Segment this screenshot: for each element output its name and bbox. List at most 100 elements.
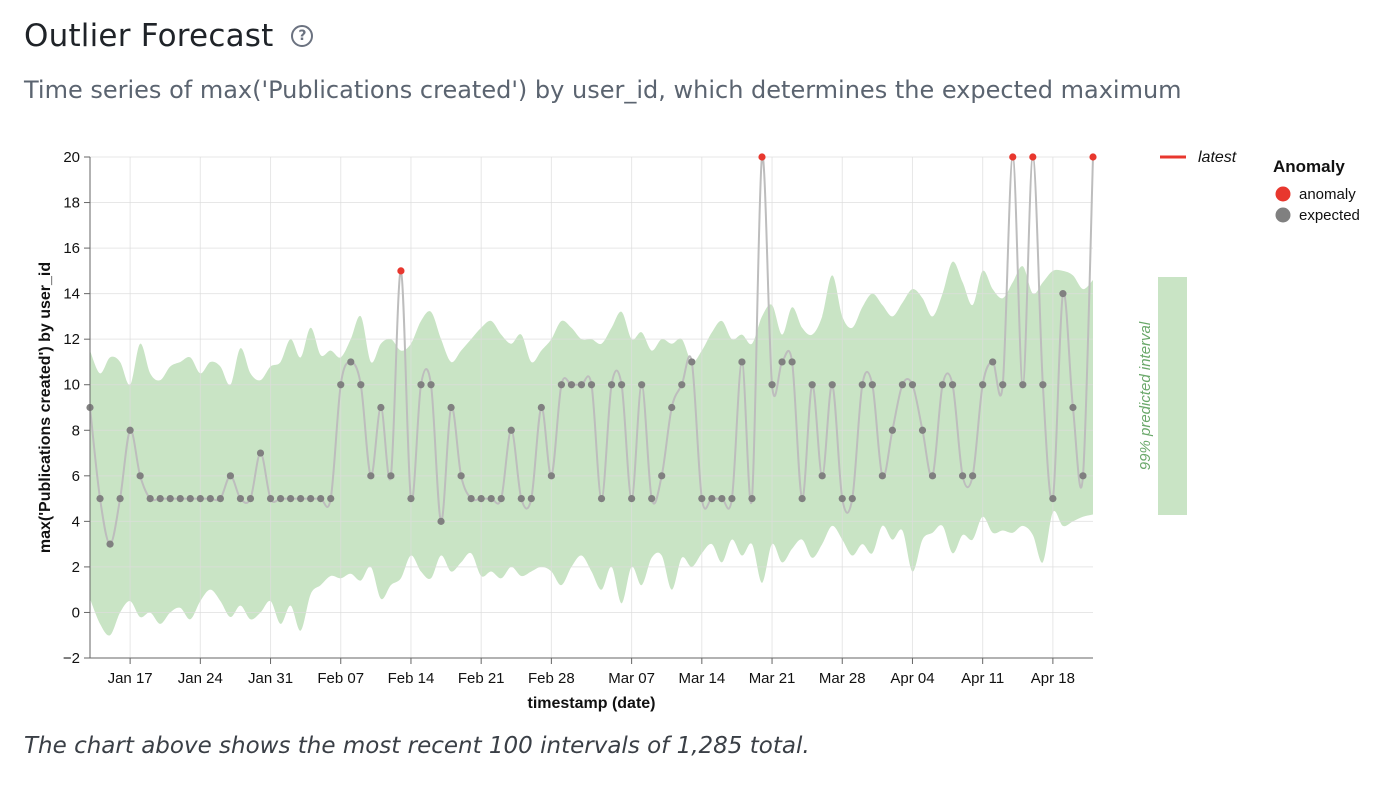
expected-point xyxy=(617,381,626,389)
anomaly-point xyxy=(1009,153,1017,161)
expected-point xyxy=(969,472,977,480)
expected-point xyxy=(276,494,285,503)
y-tick-label: 18 xyxy=(63,195,80,212)
x-tick-label: Feb 28 xyxy=(528,670,575,687)
anomaly-point xyxy=(1029,153,1037,161)
expected-point xyxy=(266,494,275,503)
legend-label-expected: expected xyxy=(1299,207,1360,224)
x-axis-title: timestamp (date) xyxy=(527,695,655,712)
expected-point xyxy=(297,494,305,503)
y-tick-label: 2 xyxy=(72,559,80,576)
expected-point xyxy=(948,381,957,389)
expected-point xyxy=(507,426,515,434)
expected-point xyxy=(979,381,987,389)
expected-point xyxy=(527,494,535,503)
outlier-forecast-chart: −2 0 2 4 6 8 10 12 14 16 18 20 Jan 17 Jan 24 Jan 31 Feb… xyxy=(37,149,1360,712)
legend-title: Anomaly xyxy=(1273,157,1345,176)
expected-point xyxy=(628,494,636,503)
expected-point xyxy=(768,381,776,389)
expected-point xyxy=(407,494,415,503)
x-tick-label: Mar 14 xyxy=(678,670,725,687)
expected-point xyxy=(868,381,876,389)
x-tick-label: Jan 24 xyxy=(178,670,223,687)
y-tick-label: 20 xyxy=(63,149,80,166)
x-tick-label: Apr 04 xyxy=(890,670,934,687)
expected-point xyxy=(206,494,214,503)
expected-point xyxy=(327,494,335,503)
expected-point xyxy=(156,494,164,503)
x-tick-label: Mar 28 xyxy=(819,670,866,687)
expected-point xyxy=(818,472,826,480)
band-legend-swatch xyxy=(1158,277,1187,515)
expected-point xyxy=(778,358,786,366)
expected-point xyxy=(557,381,566,389)
expected-point xyxy=(347,358,355,366)
expected-point xyxy=(888,426,897,434)
expected-point xyxy=(728,494,736,503)
expected-point xyxy=(597,494,606,503)
expected-point xyxy=(668,403,676,412)
expected-point xyxy=(999,381,1007,389)
expected-point xyxy=(678,381,686,389)
expected-point xyxy=(1079,472,1087,480)
expected-point xyxy=(928,472,937,480)
legend-swatch-expected xyxy=(1275,207,1291,223)
expected-point xyxy=(718,494,726,503)
expected-point xyxy=(307,494,315,503)
x-tick-label: Jan 17 xyxy=(108,670,153,687)
expected-point xyxy=(567,381,576,389)
y-tick-label: 16 xyxy=(63,240,80,257)
footnote: The chart above shows the most recent 10… xyxy=(24,733,810,759)
expected-point xyxy=(577,381,586,389)
anomaly-point xyxy=(397,267,405,275)
x-tick-label: Feb 14 xyxy=(388,670,435,687)
expected-point xyxy=(708,494,716,503)
expected-point xyxy=(126,426,134,434)
expected-point xyxy=(467,494,475,503)
expected-point xyxy=(437,517,445,525)
y-tick-label: 0 xyxy=(72,604,80,621)
expected-point xyxy=(587,381,596,389)
expected-point xyxy=(447,403,455,412)
expected-point xyxy=(186,494,194,503)
expected-point xyxy=(236,494,245,503)
expected-point xyxy=(638,381,646,389)
expected-point xyxy=(357,381,365,389)
question-circle-icon[interactable]: ? xyxy=(291,25,314,47)
x-tick-label: Mar 07 xyxy=(608,670,655,687)
expected-point xyxy=(788,358,796,366)
expected-point xyxy=(838,494,846,503)
expected-point xyxy=(1049,494,1057,503)
expected-point xyxy=(256,449,265,457)
expected-point xyxy=(96,494,104,503)
expected-point xyxy=(367,472,375,480)
expected-point xyxy=(848,494,856,503)
x-tick-label: Jan 31 xyxy=(248,670,293,687)
y-tick-label: −2 xyxy=(63,650,80,667)
expected-point xyxy=(938,381,947,389)
latest-legend-label: latest xyxy=(1198,149,1237,166)
expected-point xyxy=(688,358,696,366)
y-tick-label: 4 xyxy=(72,513,80,530)
expected-point xyxy=(287,494,295,503)
expected-point xyxy=(698,494,706,503)
expected-point xyxy=(196,494,204,503)
expected-point xyxy=(607,381,616,389)
band-legend-label: 99% predicted interval xyxy=(1137,321,1154,470)
expected-point xyxy=(798,494,806,503)
expected-point xyxy=(216,494,224,503)
x-tick-label: Mar 21 xyxy=(749,670,796,687)
y-tick-label: 6 xyxy=(72,468,80,485)
x-tick-label: Feb 07 xyxy=(317,670,364,687)
expected-point xyxy=(748,494,756,503)
expected-point xyxy=(959,472,967,480)
expected-point xyxy=(246,494,255,503)
expected-point xyxy=(477,494,485,503)
anomaly-point xyxy=(1089,153,1097,161)
y-tick-label: 10 xyxy=(63,377,80,394)
expected-point xyxy=(547,472,555,480)
expected-point xyxy=(517,494,525,503)
expected-point xyxy=(738,358,746,366)
y-tick-label: 12 xyxy=(63,331,80,348)
expected-point xyxy=(226,472,235,480)
